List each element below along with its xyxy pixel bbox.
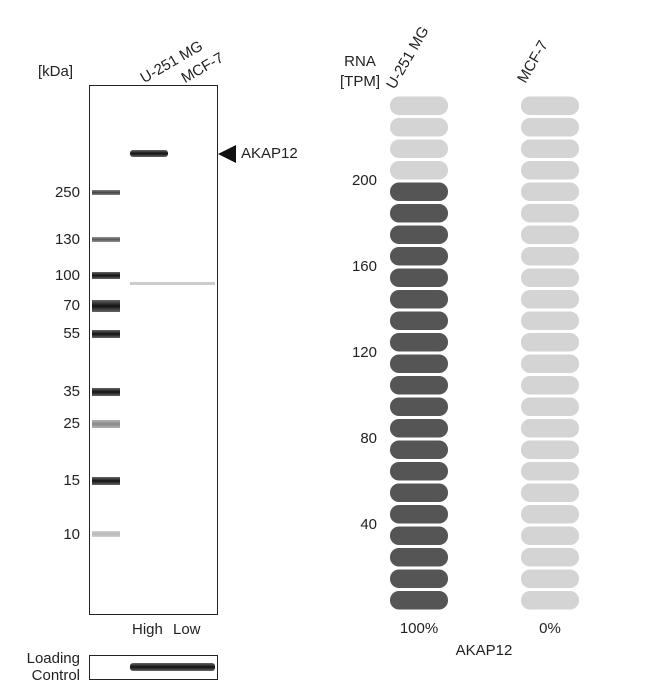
pill <box>390 505 448 524</box>
band-label: AKAP12 <box>241 145 298 162</box>
marker-label: 70 <box>63 297 80 314</box>
pill <box>521 247 579 266</box>
relative-label: 0% <box>539 620 561 637</box>
pill <box>521 376 579 395</box>
pill <box>390 397 448 416</box>
pill <box>521 548 579 567</box>
y-tick-label: 40 <box>360 516 377 533</box>
pill <box>521 462 579 481</box>
y-tick-label: 200 <box>352 172 377 189</box>
x-tick-label: U-251 MG <box>383 24 432 92</box>
pill <box>521 268 579 287</box>
pill <box>521 569 579 588</box>
loading-band <box>130 663 215 671</box>
marker-label: 55 <box>63 325 80 342</box>
arrow <box>218 145 236 163</box>
y-label: [TPM] <box>340 73 380 90</box>
pill <box>521 483 579 502</box>
marker-label: 100 <box>55 267 80 284</box>
faint-band <box>130 282 215 285</box>
level-label: Low <box>173 621 201 638</box>
marker-label: 10 <box>63 526 80 543</box>
y-label: RNA <box>344 53 376 70</box>
pill <box>390 376 448 395</box>
pill <box>390 591 448 610</box>
marker-label: 250 <box>55 184 80 201</box>
pill <box>390 354 448 373</box>
pill <box>521 526 579 545</box>
pill <box>521 139 579 158</box>
marker-label: 35 <box>63 383 80 400</box>
y-tick-label: 120 <box>352 344 377 361</box>
pill <box>521 290 579 309</box>
pill <box>521 397 579 416</box>
pill <box>390 419 448 438</box>
pill <box>521 440 579 459</box>
pill <box>390 118 448 137</box>
pill <box>390 462 448 481</box>
pill <box>521 354 579 373</box>
y-tick-label: 160 <box>352 258 377 275</box>
ladder <box>92 190 120 537</box>
pill <box>521 204 579 223</box>
relative-label: 100% <box>400 620 438 637</box>
pill <box>521 118 579 137</box>
pill <box>390 161 448 180</box>
pill <box>521 161 579 180</box>
pill <box>390 569 448 588</box>
pill <box>521 311 579 330</box>
pill <box>390 548 448 567</box>
level-label: High <box>132 621 163 638</box>
pill <box>521 96 579 115</box>
pill <box>390 290 448 309</box>
pill <box>521 505 579 524</box>
pill <box>521 591 579 610</box>
pill <box>390 526 448 545</box>
band <box>130 150 168 157</box>
pill <box>390 268 448 287</box>
marker-label: 15 <box>63 472 80 489</box>
pill <box>521 225 579 244</box>
pill <box>390 139 448 158</box>
pill <box>390 96 448 115</box>
pill <box>390 225 448 244</box>
pill <box>390 311 448 330</box>
pill <box>390 204 448 223</box>
marker-label: 25 <box>63 415 80 432</box>
pill <box>521 333 579 352</box>
pill <box>390 440 448 459</box>
pill <box>521 182 579 201</box>
loading-label: Control <box>32 667 80 684</box>
pill <box>390 247 448 266</box>
kda-label: [kDa] <box>38 63 73 80</box>
y-tick-label: 80 <box>360 430 377 447</box>
x-tick-label: MCF-7 <box>514 38 552 86</box>
marker-label: 130 <box>55 231 80 248</box>
pill <box>390 182 448 201</box>
x-label: AKAP12 <box>456 642 513 659</box>
blot-frame <box>89 85 218 615</box>
loading-label: Loading <box>27 650 80 667</box>
pill <box>521 419 579 438</box>
pill <box>390 483 448 502</box>
pill <box>390 333 448 352</box>
